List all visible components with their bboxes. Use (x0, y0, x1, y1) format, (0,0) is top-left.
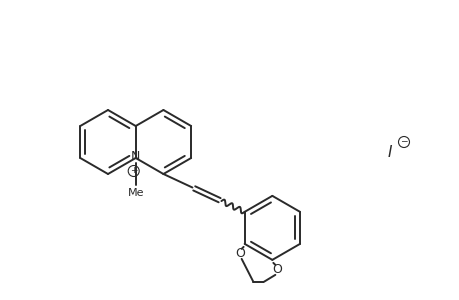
Text: N: N (131, 149, 140, 163)
Text: +: + (130, 166, 137, 175)
Text: I: I (387, 145, 392, 160)
Text: Me: Me (127, 188, 144, 198)
Text: −: − (399, 136, 407, 146)
Text: O: O (235, 248, 245, 260)
Text: O: O (272, 263, 282, 276)
